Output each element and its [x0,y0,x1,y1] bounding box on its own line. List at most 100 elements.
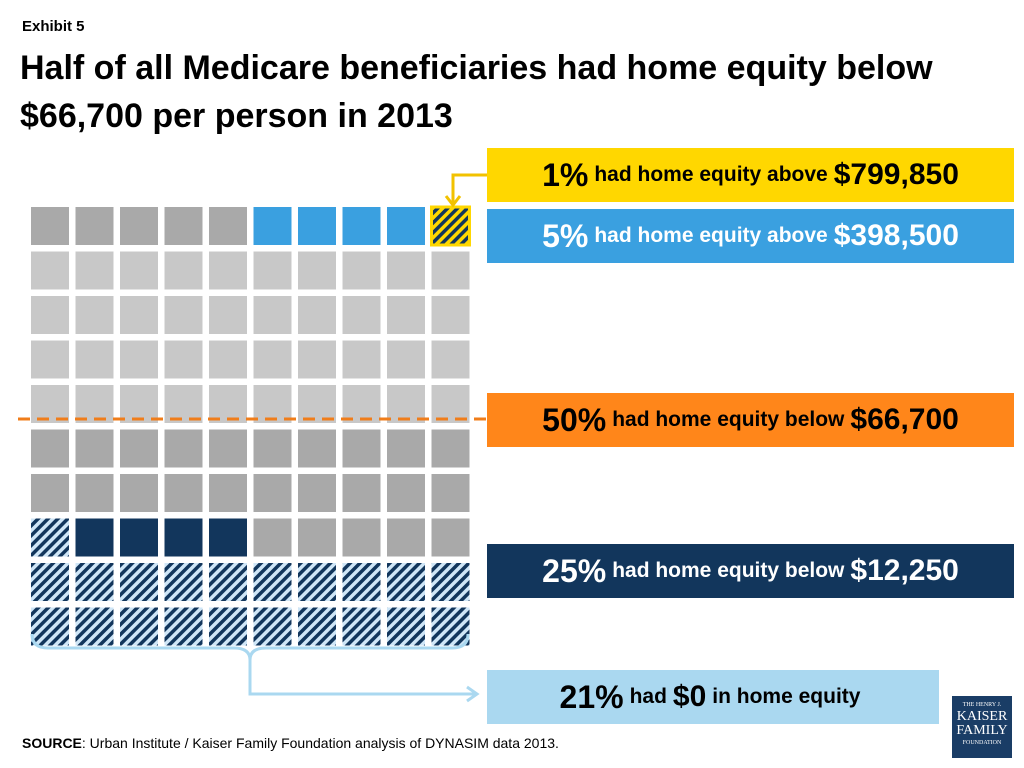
waffle-cell [75,607,114,646]
waffle-cell [120,385,158,423]
waffle-cell [430,205,471,247]
waffle-cell [31,385,69,423]
callout-percent: 25% [542,552,607,589]
waffle-cell [120,296,158,334]
source-note: SOURCE: Urban Institute / Kaiser Family … [22,735,559,751]
callout-percent: 21% [559,678,624,715]
waffle-cell [75,340,114,379]
waffle-cell [298,340,336,379]
waffle-cells [31,205,471,646]
waffle-cell [253,563,292,601]
waffle-cell [209,296,247,334]
logo-line-4: FOUNDATION [962,740,1002,746]
waffle-cell [209,385,247,423]
waffle-cell [209,607,247,646]
waffle-cell [431,340,470,379]
waffle-cell [209,207,247,245]
waffle-cell [253,607,292,646]
waffle-cell [75,207,114,245]
waffle-cell [431,429,470,468]
kaiser-logo: THE HENRY J. KAISER FAMILY FOUNDATION [952,696,1012,758]
callout-text: had home equity below [612,559,845,582]
waffle-cell [253,518,292,557]
callout-amount: $12,250 [850,554,959,587]
waffle-cell [298,429,336,468]
waffle-cell [387,429,425,468]
callout-amount: $799,850 [833,158,959,191]
waffle-cell [75,563,114,601]
waffle-cell [431,563,470,601]
waffle-cell [342,563,381,601]
waffle-cell [298,607,336,646]
waffle-cell [31,607,69,646]
waffle-cell [209,340,247,379]
logo-line-1: THE HENRY J. [962,702,1002,708]
top1-arrow-head [444,195,462,208]
callout-amount: $66,700 [850,403,959,436]
waffle-cell [253,296,292,334]
callout-amount: $0 [672,680,707,713]
waffle-cell [298,563,336,601]
waffle-cell [342,207,381,245]
waffle-cell [75,429,114,468]
waffle-cell [253,207,292,245]
waffle-cell [342,251,381,290]
waffle-cell [209,518,247,557]
waffle-cell [209,474,247,512]
waffle-cell [75,518,114,557]
waffle-cell [387,385,425,423]
waffle-cell [253,429,292,468]
callout-text: had home equity above [594,224,828,247]
waffle-cell [75,251,114,290]
waffle-cell [31,563,69,601]
waffle-cell [253,385,292,423]
zero-bracket-arrow-head [466,685,480,703]
waffle-cell [120,429,158,468]
waffle-cell [164,429,203,468]
waffle-cell [298,518,336,557]
zero-bracket-arrow [248,660,475,696]
callout-percent: 50% [542,401,607,438]
waffle-cell [298,207,336,245]
callout-top-5-percent: 5% had home equity above $398,500 [487,209,1014,263]
waffle-cell [120,563,158,601]
top1-arrow [451,173,487,203]
callout-text: had home equity above [594,163,828,186]
waffle-cell [120,207,158,245]
waffle-cell [253,251,292,290]
waffle-cell [342,474,381,512]
waffle-cell [342,607,381,646]
waffle-cell [75,474,114,512]
callout-text-before: had [629,685,667,708]
waffle-cell [342,429,381,468]
waffle-cell [298,296,336,334]
waffle-cell [164,207,203,245]
waffle-cell [387,607,425,646]
waffle-cell [387,296,425,334]
logo-line-3: FAMILY [956,723,1008,738]
waffle-cell [253,474,292,512]
callout-top-1-percent: 1% had home equity above $799,850 [487,148,1014,202]
waffle-cell [342,385,381,423]
callout-amount: $398,500 [833,219,959,252]
waffle-cell [431,518,470,557]
waffle-cell [164,474,203,512]
waffle-cell [164,563,203,601]
waffle-cell [31,207,69,245]
waffle-cell [31,340,69,379]
callout-text: had home equity below [612,408,845,431]
waffle-cell [209,563,247,601]
waffle-cell [31,296,69,334]
waffle-cell [120,251,158,290]
waffle-cell [164,518,203,557]
callout-median: 50% had home equity below $66,700 [487,393,1014,447]
waffle-cell [75,385,114,423]
waffle-cell [120,518,158,557]
waffle-cell [431,607,470,646]
waffle-cell [31,474,69,512]
waffle-cell [342,296,381,334]
waffle-cell [342,518,381,557]
waffle-cell [164,340,203,379]
waffle-cell [209,251,247,290]
